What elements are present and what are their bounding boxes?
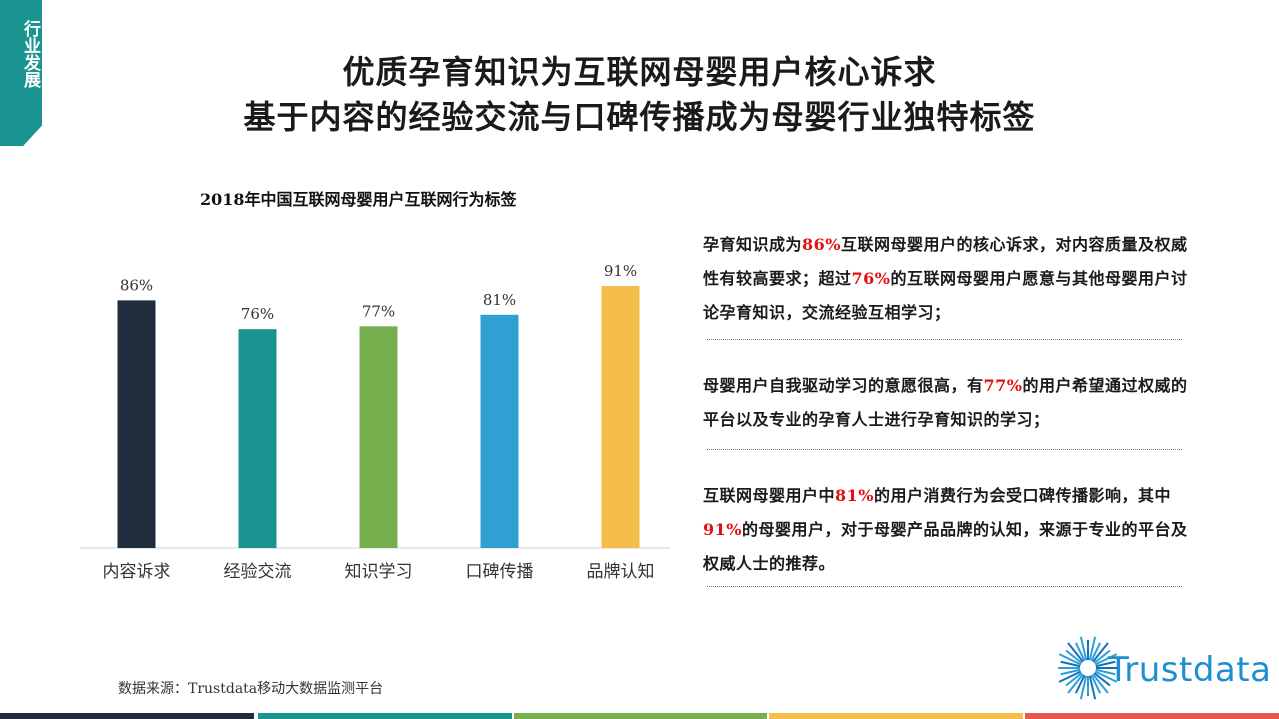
bottom-bar-segment	[0, 713, 254, 719]
highlight-value: 81%	[835, 486, 874, 505]
note-text: 互联网母婴用户的核心诉求，对内容质量及权威性有较高要求；超过	[703, 235, 1188, 288]
logo-ray	[1094, 653, 1118, 666]
bar-3	[359, 326, 398, 548]
bar-value-label: 81%	[483, 291, 516, 309]
highlight-value: 77%	[983, 376, 1023, 395]
logo-ray	[1095, 660, 1116, 668]
logo-ray	[1094, 670, 1118, 683]
insight-note-3: 互联网母婴用户中81%的用户消费行为会受口碑传播影响，其中 91%的母婴用户，对于…	[703, 479, 1203, 581]
category-label: 内容诉求	[103, 562, 171, 582]
category-label: 经验交流	[224, 562, 292, 582]
logo-ray	[1058, 670, 1082, 683]
logo-ray	[1060, 660, 1081, 668]
section-tag-label: 行业发展	[20, 20, 40, 88]
logo-ray	[1065, 649, 1083, 664]
logo-ray	[1093, 672, 1111, 687]
logo-ray	[1090, 674, 1102, 694]
note-text: 的用户消费行为会受口碑传播影响，其中	[873, 486, 1171, 505]
logo-ray	[1088, 636, 1097, 661]
bar-value-label: 86%	[120, 276, 153, 294]
insight-note-1: 孕育知识成为86%互联网母婴用户的核心诉求，对内容质量及权威性有较高要求；超过7…	[703, 228, 1203, 330]
logo-ray	[1095, 668, 1116, 676]
category-label: 口碑传播	[466, 562, 534, 582]
note-text: 母婴用户自我驱动学习的意愿很高，有	[703, 376, 984, 395]
bottom-bar-segment	[769, 713, 1024, 719]
bar-value-label: 77%	[362, 302, 395, 320]
highlight-value: 76%	[851, 269, 891, 288]
logo-ray	[1088, 675, 1097, 700]
logo-ray	[1060, 668, 1081, 676]
logo-ray	[1074, 674, 1086, 694]
logo-ray	[1067, 642, 1084, 663]
note-text: 互联网母婴用户中	[703, 486, 836, 505]
bar-2	[238, 329, 277, 548]
category-label: 知识学习	[345, 562, 413, 582]
section-tag	[0, 0, 42, 146]
bar-value-label: 76%	[241, 305, 274, 323]
highlight-value: 86%	[802, 235, 841, 254]
logo-ray	[1092, 642, 1109, 663]
logo-ray	[1058, 653, 1082, 666]
logo-ray	[1079, 675, 1088, 700]
divider-2	[707, 449, 1182, 450]
logo-ray	[1090, 642, 1102, 662]
logo-ray	[1067, 673, 1084, 694]
bar-4	[480, 314, 519, 548]
divider-3	[707, 586, 1182, 587]
logo-ray	[1074, 642, 1086, 662]
category-label: 品牌认知	[587, 562, 655, 582]
note-text: 孕育知识成为	[703, 235, 803, 254]
page-title-line1: 优质孕育知识为互联网母婴用户核心诉求	[342, 53, 937, 91]
logo-ray	[1093, 649, 1111, 664]
insight-note-2: 母婴用户自我驱动学习的意愿很高，有77%的用户希望通过权威的平台以及专业的孕育人…	[703, 369, 1203, 437]
page-title-line2: 基于内容的经验交流与口碑传播成为母婴行业独特标签	[243, 98, 1036, 136]
starburst-icon	[1058, 636, 1120, 700]
note-text: 的互联网母婴用户愿意与其他母婴用户讨论孕育知识，交流经验互相学习；	[703, 269, 1188, 322]
logo-ray	[1092, 673, 1109, 694]
bar-1	[117, 300, 156, 548]
bar-5	[601, 286, 640, 548]
bottom-bar-segment	[1025, 713, 1279, 719]
divider-1	[707, 339, 1182, 340]
bar-chart: 86% 内容诉求 76% 经验交流 77% 知识学习 81% 口碑传播 91% 品牌认知	[80, 262, 670, 582]
bottom-bar-segment	[257, 713, 512, 719]
data-source: 数据来源：Trustdata移动大数据监测平台	[118, 681, 384, 697]
chart-title: 2018年中国互联网母婴用户互联网行为标签	[200, 190, 517, 209]
brand-logo-text: Trustdata	[1108, 650, 1272, 690]
bottom-bar-segment	[513, 713, 768, 719]
bar-value-label: 91%	[604, 262, 637, 280]
logo-ray	[1065, 672, 1083, 687]
logo-ray	[1079, 636, 1088, 661]
note-text: 的用户希望通过权威的平台以及专业的孕育人士进行孕育知识的学习；	[703, 376, 1188, 429]
highlight-value: 91%	[703, 520, 742, 539]
note-text: 的母婴用户，对于母婴产品品牌的认知，来源于专业的平台及权威人士的推荐。	[703, 520, 1188, 573]
